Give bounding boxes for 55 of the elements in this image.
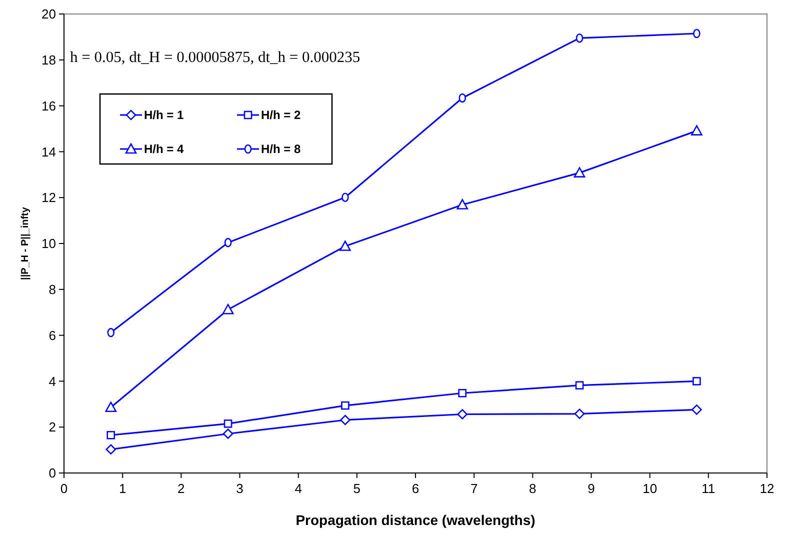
legend-label: H/h = 8 — [261, 142, 302, 156]
x-tick-label: 9 — [588, 481, 595, 496]
y-tick-label: 4 — [48, 374, 56, 389]
point — [457, 409, 468, 420]
point — [105, 402, 117, 412]
point — [574, 167, 586, 178]
point — [222, 304, 234, 314]
y-tick-label: 8 — [48, 282, 56, 297]
x-tick-label: 1 — [118, 481, 126, 496]
y-tick-label: 16 — [42, 98, 56, 114]
point — [458, 93, 466, 103]
point — [693, 28, 700, 38]
y-tick-label: 18 — [42, 52, 56, 68]
y-tick-label: 2 — [48, 420, 56, 435]
legend-label: H/h = 1 — [144, 108, 184, 122]
x-tick-label: 2 — [178, 481, 185, 496]
x-tick-label: 6 — [412, 481, 420, 496]
x-tick-label: 10 — [642, 481, 658, 496]
x-axis-title: Propagation distance (wavelengths) — [296, 512, 536, 528]
x-tick-label: 8 — [529, 481, 536, 496]
point — [341, 401, 350, 410]
y-tick-label: 10 — [42, 236, 56, 252]
y-tick-label: 14 — [42, 144, 56, 160]
point — [222, 428, 234, 439]
x-tick-label: 5 — [353, 481, 361, 496]
point — [342, 192, 349, 202]
point — [574, 408, 585, 419]
point — [224, 238, 232, 248]
point — [340, 414, 350, 426]
x-tick-label: 7 — [470, 481, 478, 496]
x-tick-label: 3 — [236, 481, 244, 496]
y-tick-label: 6 — [48, 328, 56, 343]
point — [458, 388, 467, 398]
point — [692, 377, 701, 386]
point — [107, 328, 115, 338]
point — [456, 199, 468, 210]
y-tick-label: 12 — [42, 190, 56, 206]
point — [575, 381, 584, 390]
point — [692, 404, 702, 415]
point — [576, 33, 584, 43]
point — [340, 240, 351, 251]
legend-label: H/h = 4 — [144, 142, 184, 156]
y-tick-label: 20 — [42, 6, 56, 22]
x-tick-label: 11 — [702, 481, 716, 496]
y-axis-title: ||P_H - P||_infty — [20, 206, 31, 280]
x-tick-label: 4 — [294, 481, 302, 496]
x-tick-label: 0 — [60, 481, 68, 496]
point — [106, 444, 116, 455]
annotation: h = 0.05, dt_H = 0.00005875, dt_h = 0.000235 — [70, 49, 360, 66]
x-tick-label: 12 — [760, 481, 774, 496]
y-tick-label: 0 — [48, 466, 56, 481]
point — [106, 430, 116, 440]
legend-label: H/h = 2 — [261, 108, 302, 122]
point — [691, 125, 702, 136]
point — [224, 420, 232, 428]
